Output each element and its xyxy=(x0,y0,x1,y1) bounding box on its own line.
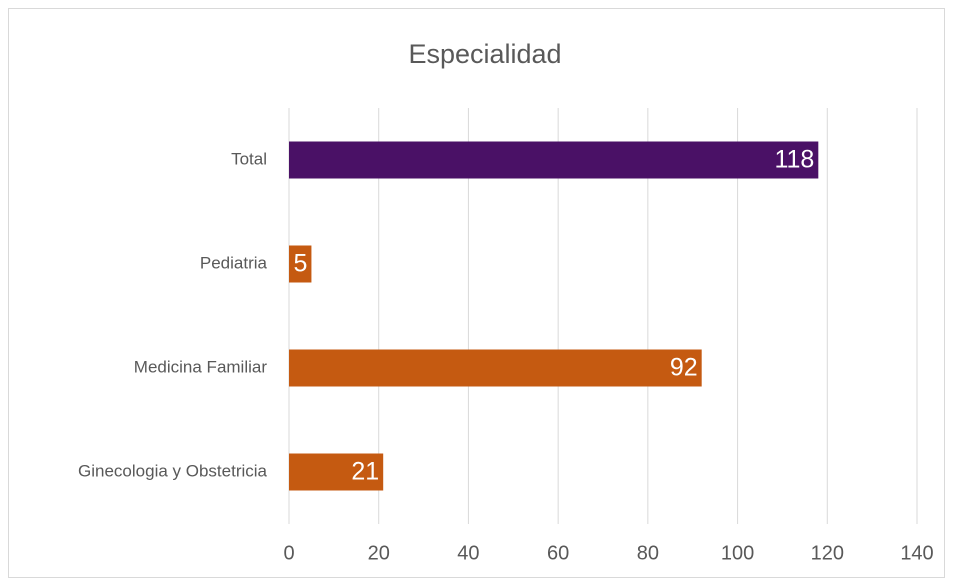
x-tick-label: 40 xyxy=(457,542,479,564)
bar xyxy=(289,349,702,387)
x-tick-label: 100 xyxy=(721,542,754,564)
x-tick-label: 60 xyxy=(547,542,569,564)
y-tick-label: Medicina Familiar xyxy=(134,357,268,376)
x-tick-label: 20 xyxy=(368,542,390,564)
data-label: 5 xyxy=(294,250,308,278)
y-tick-label: Pediatria xyxy=(200,253,268,272)
chart-title: Especialidad xyxy=(408,39,561,69)
bar xyxy=(289,141,819,179)
data-label: 21 xyxy=(351,458,379,486)
y-tick-label: Ginecologia y Obstetricia xyxy=(78,461,268,480)
data-label: 118 xyxy=(774,146,814,174)
x-tick-label: 80 xyxy=(637,542,659,564)
bar xyxy=(289,245,312,283)
bar xyxy=(289,453,384,491)
x-tick-label: 120 xyxy=(811,542,844,564)
x-tick-label: 140 xyxy=(900,542,933,564)
data-label: 92 xyxy=(670,354,698,382)
chart-border xyxy=(8,8,945,578)
x-tick-label: 0 xyxy=(283,542,294,564)
y-tick-label: Total xyxy=(231,149,267,168)
